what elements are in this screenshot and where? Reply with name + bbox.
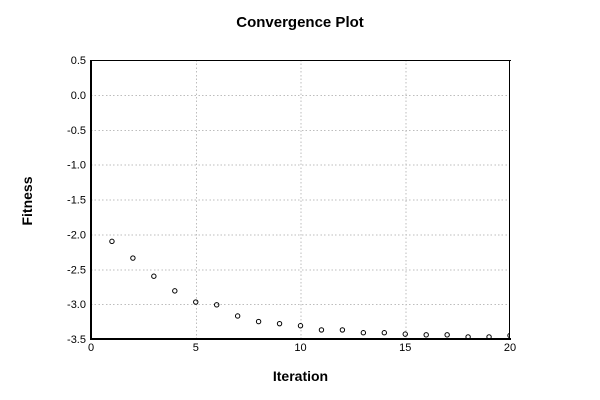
chart-title: Convergence Plot — [236, 14, 364, 31]
data-point — [444, 332, 450, 338]
data-point — [402, 331, 408, 337]
data-point — [465, 334, 471, 339]
data-point — [151, 273, 157, 279]
x-tick-label: 20 — [504, 342, 516, 354]
data-point — [276, 320, 283, 327]
y-tick-label: -1.5 — [67, 195, 86, 207]
data-point — [193, 299, 199, 305]
data-point — [507, 332, 510, 339]
data-points — [109, 238, 510, 339]
y-tick-label: -2.5 — [67, 264, 86, 276]
y-tick-label: -0.5 — [67, 125, 86, 137]
y-axis-label: Fitness — [19, 176, 35, 226]
data-point — [318, 327, 325, 333]
data-point — [486, 334, 492, 339]
y-tick-label: -1.0 — [67, 160, 86, 172]
data-point — [109, 238, 115, 245]
data-point — [423, 332, 429, 338]
data-point — [172, 288, 178, 294]
data-point — [255, 318, 262, 325]
y-tick-label: 0.0 — [71, 90, 86, 102]
y-tick-label: -3.5 — [67, 334, 86, 346]
x-tick-label: 0 — [88, 342, 94, 354]
data-point — [234, 313, 241, 319]
y-tick-label: 0.5 — [71, 55, 86, 67]
data-point — [360, 330, 367, 336]
x-tick-label: 15 — [399, 342, 411, 354]
data-point — [339, 327, 346, 333]
y-tick-label: -2.0 — [67, 229, 86, 241]
x-axis-label: Iteration — [272, 368, 329, 384]
data-point — [381, 330, 387, 336]
data-point — [297, 323, 304, 329]
data-point — [130, 255, 136, 261]
x-tick-label: 10 — [294, 342, 306, 354]
y-tick-label: -3.0 — [67, 299, 86, 311]
x-tick-label: 5 — [193, 342, 199, 354]
data-point — [214, 302, 220, 308]
